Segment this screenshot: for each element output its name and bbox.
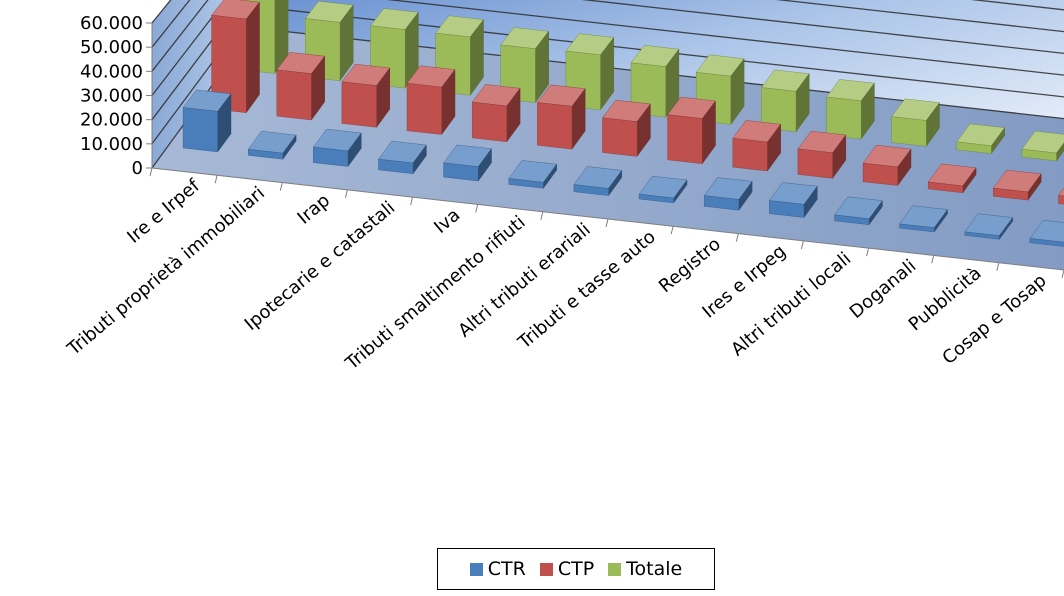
x-tick <box>606 219 608 227</box>
y-tick-label: 10.000 <box>80 134 143 155</box>
x-tick <box>997 263 999 271</box>
x-tick-label: Altri tributi erariali <box>454 219 594 341</box>
bar-front <box>537 103 572 150</box>
y-tick-label: 50.000 <box>80 37 143 58</box>
legend-item-ctp: CTP <box>540 558 594 580</box>
x-tick <box>932 255 934 263</box>
x-tick-label: Registro <box>655 234 725 297</box>
bar-ctp <box>342 64 390 127</box>
legend-label: CTR <box>488 558 526 580</box>
x-tick <box>671 226 673 234</box>
legend-swatch <box>470 563 483 576</box>
y-tick-label: 0 <box>132 158 143 179</box>
bar-ctp <box>472 84 520 141</box>
legend: CTR CTP Totale <box>437 548 715 590</box>
x-tick-label: Iva <box>430 205 464 238</box>
x-tick <box>867 248 869 256</box>
x-tick <box>736 234 738 242</box>
y-tick-label: 60.000 <box>80 13 143 34</box>
x-tick <box>345 190 347 198</box>
bar-front <box>342 82 377 128</box>
x-tick-label: Ipotecarie e catastali <box>241 197 399 335</box>
bar-front <box>827 97 862 139</box>
legend-label: Totale <box>626 558 682 580</box>
x-tick-label: Irap <box>294 190 334 229</box>
x-tick <box>280 183 282 191</box>
bar-ctr <box>183 90 231 152</box>
x-tick <box>801 241 803 249</box>
bar-ctp <box>668 97 716 164</box>
bar-totale <box>761 70 809 132</box>
y-tick-label: 20.000 <box>80 110 143 131</box>
x-tick-label: Doganali <box>846 256 921 323</box>
x-tick <box>411 197 413 205</box>
bar-ctp <box>603 100 651 156</box>
bar-front <box>603 118 638 157</box>
bar-ctp <box>537 85 585 149</box>
bar-side <box>246 2 259 113</box>
bar-totale <box>827 79 875 139</box>
bar-front <box>407 83 442 134</box>
bar-front <box>183 108 218 152</box>
legend-item-ctr: CTR <box>470 558 526 580</box>
x-tick <box>476 204 478 212</box>
bar-front <box>668 115 703 164</box>
x-tick <box>215 175 217 183</box>
x-tick-label: Tributi e tasse auto <box>514 226 660 353</box>
bar-front <box>733 138 768 171</box>
legend-swatch <box>540 563 553 576</box>
bar-front <box>892 117 927 147</box>
bar-front <box>863 163 898 185</box>
y-tick-label: 30.000 <box>80 86 143 107</box>
bar-front <box>798 149 833 178</box>
bar-ctp <box>277 52 325 120</box>
y-axis: 0 10.000 20.000 30.000 40.000 50.000 60.000 <box>80 13 152 179</box>
bar-front <box>277 70 312 120</box>
legend-label: CTP <box>558 558 594 580</box>
x-tick <box>541 212 543 220</box>
legend-item-totale: Totale <box>608 558 682 580</box>
y-tick-label: 40.000 <box>80 61 143 82</box>
bar-front <box>472 102 507 142</box>
x-tick <box>150 168 152 176</box>
bar-ctp <box>407 66 455 135</box>
legend-swatch <box>608 563 621 576</box>
